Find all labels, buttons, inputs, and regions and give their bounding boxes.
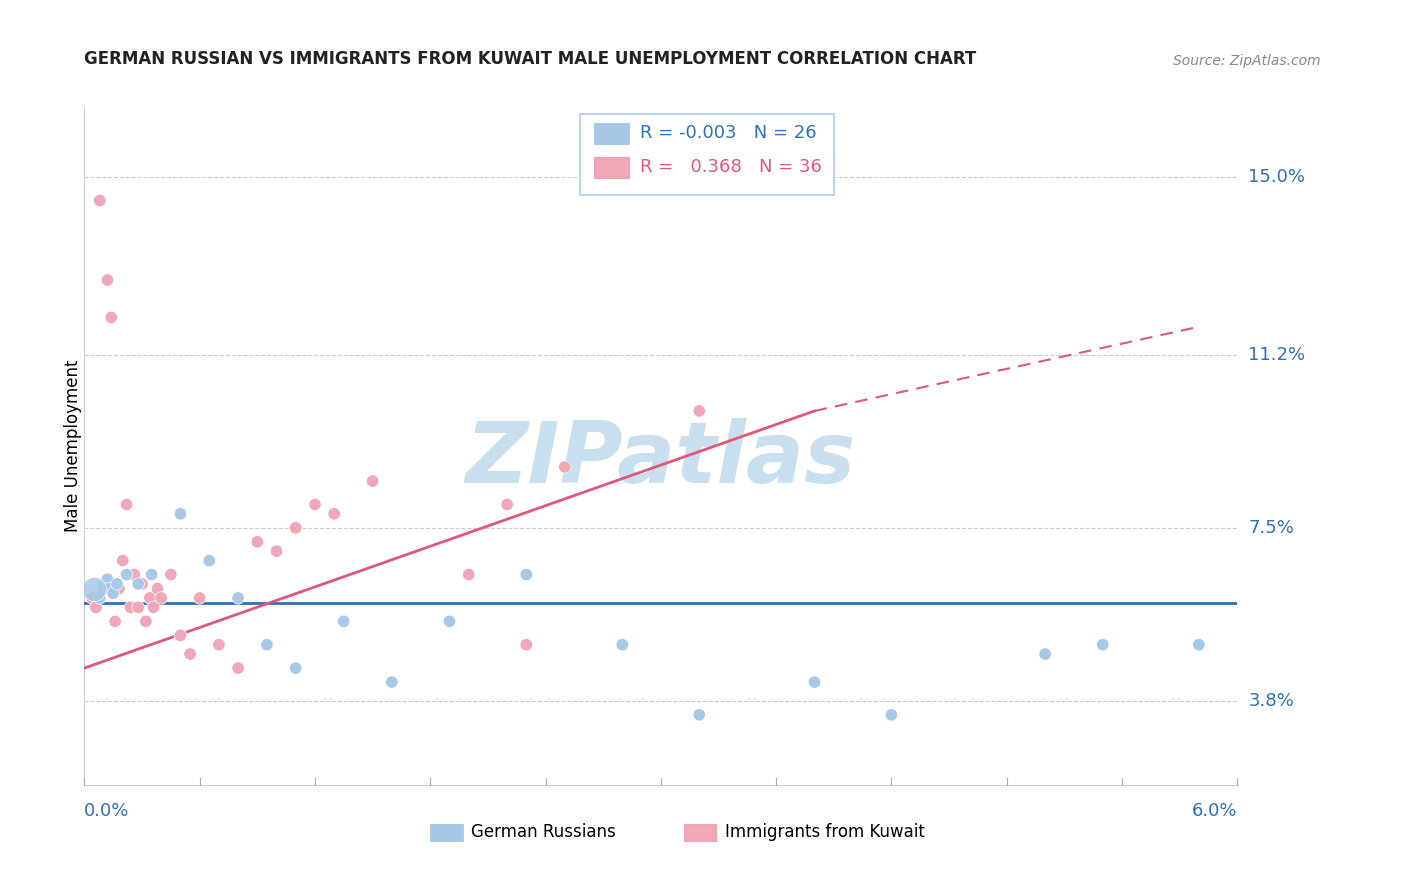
Point	[108, 582, 131, 596]
Text: Immigrants from Kuwait: Immigrants from Kuwait	[725, 823, 925, 841]
Point	[333, 615, 356, 629]
Point	[515, 638, 537, 652]
FancyBboxPatch shape	[593, 122, 628, 145]
FancyBboxPatch shape	[683, 823, 716, 841]
Point	[256, 638, 278, 652]
Point	[226, 591, 249, 605]
Y-axis label: Male Unemployment: Male Unemployment	[65, 359, 82, 533]
Point	[361, 474, 384, 488]
Point	[226, 661, 249, 675]
Text: 7.5%: 7.5%	[1249, 519, 1295, 537]
Point	[89, 591, 111, 605]
Point	[96, 572, 118, 586]
Point	[284, 521, 307, 535]
Point	[284, 661, 307, 675]
Point	[84, 600, 107, 615]
Point	[124, 567, 146, 582]
Point	[688, 707, 710, 722]
Point	[98, 582, 121, 596]
Text: 3.8%: 3.8%	[1249, 692, 1294, 710]
Point	[96, 273, 118, 287]
Text: GERMAN RUSSIAN VS IMMIGRANTS FROM KUWAIT MALE UNEMPLOYMENT CORRELATION CHART: GERMAN RUSSIAN VS IMMIGRANTS FROM KUWAIT…	[84, 50, 977, 68]
Text: 15.0%: 15.0%	[1249, 169, 1305, 186]
Point	[266, 544, 288, 558]
Point	[457, 567, 479, 582]
Point	[554, 460, 576, 475]
Point	[381, 675, 404, 690]
Point	[169, 507, 191, 521]
Point	[142, 600, 165, 615]
Point	[83, 582, 105, 596]
Point	[146, 582, 169, 596]
Point	[138, 591, 160, 605]
Point	[323, 507, 346, 521]
Text: German Russians: German Russians	[471, 823, 616, 841]
Point	[105, 577, 128, 591]
Point	[115, 498, 138, 512]
Text: R =   0.368   N = 36: R = 0.368 N = 36	[640, 159, 823, 177]
Point	[100, 310, 122, 325]
Text: 0.0%: 0.0%	[84, 802, 129, 820]
Point	[1033, 647, 1056, 661]
Point	[880, 707, 903, 722]
Text: 11.2%: 11.2%	[1249, 346, 1306, 364]
Point	[127, 577, 149, 591]
Point	[612, 638, 634, 652]
Point	[80, 591, 103, 605]
Point	[803, 675, 825, 690]
Text: ZIPatlas: ZIPatlas	[465, 418, 856, 501]
Point	[304, 498, 326, 512]
Text: 6.0%: 6.0%	[1192, 802, 1237, 820]
Point	[141, 567, 163, 582]
Point	[135, 615, 157, 629]
Point	[688, 404, 710, 418]
Point	[208, 638, 231, 652]
FancyBboxPatch shape	[593, 156, 628, 178]
Point	[169, 628, 191, 642]
Point	[127, 600, 149, 615]
Point	[188, 591, 211, 605]
Point	[93, 582, 115, 596]
Point	[89, 194, 111, 208]
Point	[496, 498, 519, 512]
Point	[1091, 638, 1114, 652]
Point	[198, 553, 221, 567]
Point	[104, 615, 127, 629]
FancyBboxPatch shape	[581, 114, 834, 195]
Point	[131, 577, 153, 591]
Point	[160, 567, 183, 582]
Point	[1188, 638, 1211, 652]
Text: Source: ZipAtlas.com: Source: ZipAtlas.com	[1173, 54, 1320, 68]
Point	[111, 553, 134, 567]
Point	[115, 567, 138, 582]
Point	[120, 600, 142, 615]
Point	[103, 586, 124, 600]
Point	[246, 534, 269, 549]
FancyBboxPatch shape	[430, 823, 463, 841]
Point	[150, 591, 173, 605]
Point	[93, 577, 115, 591]
Point	[179, 647, 201, 661]
Point	[515, 567, 537, 582]
Point	[439, 615, 461, 629]
Text: R = -0.003   N = 26: R = -0.003 N = 26	[640, 125, 817, 143]
